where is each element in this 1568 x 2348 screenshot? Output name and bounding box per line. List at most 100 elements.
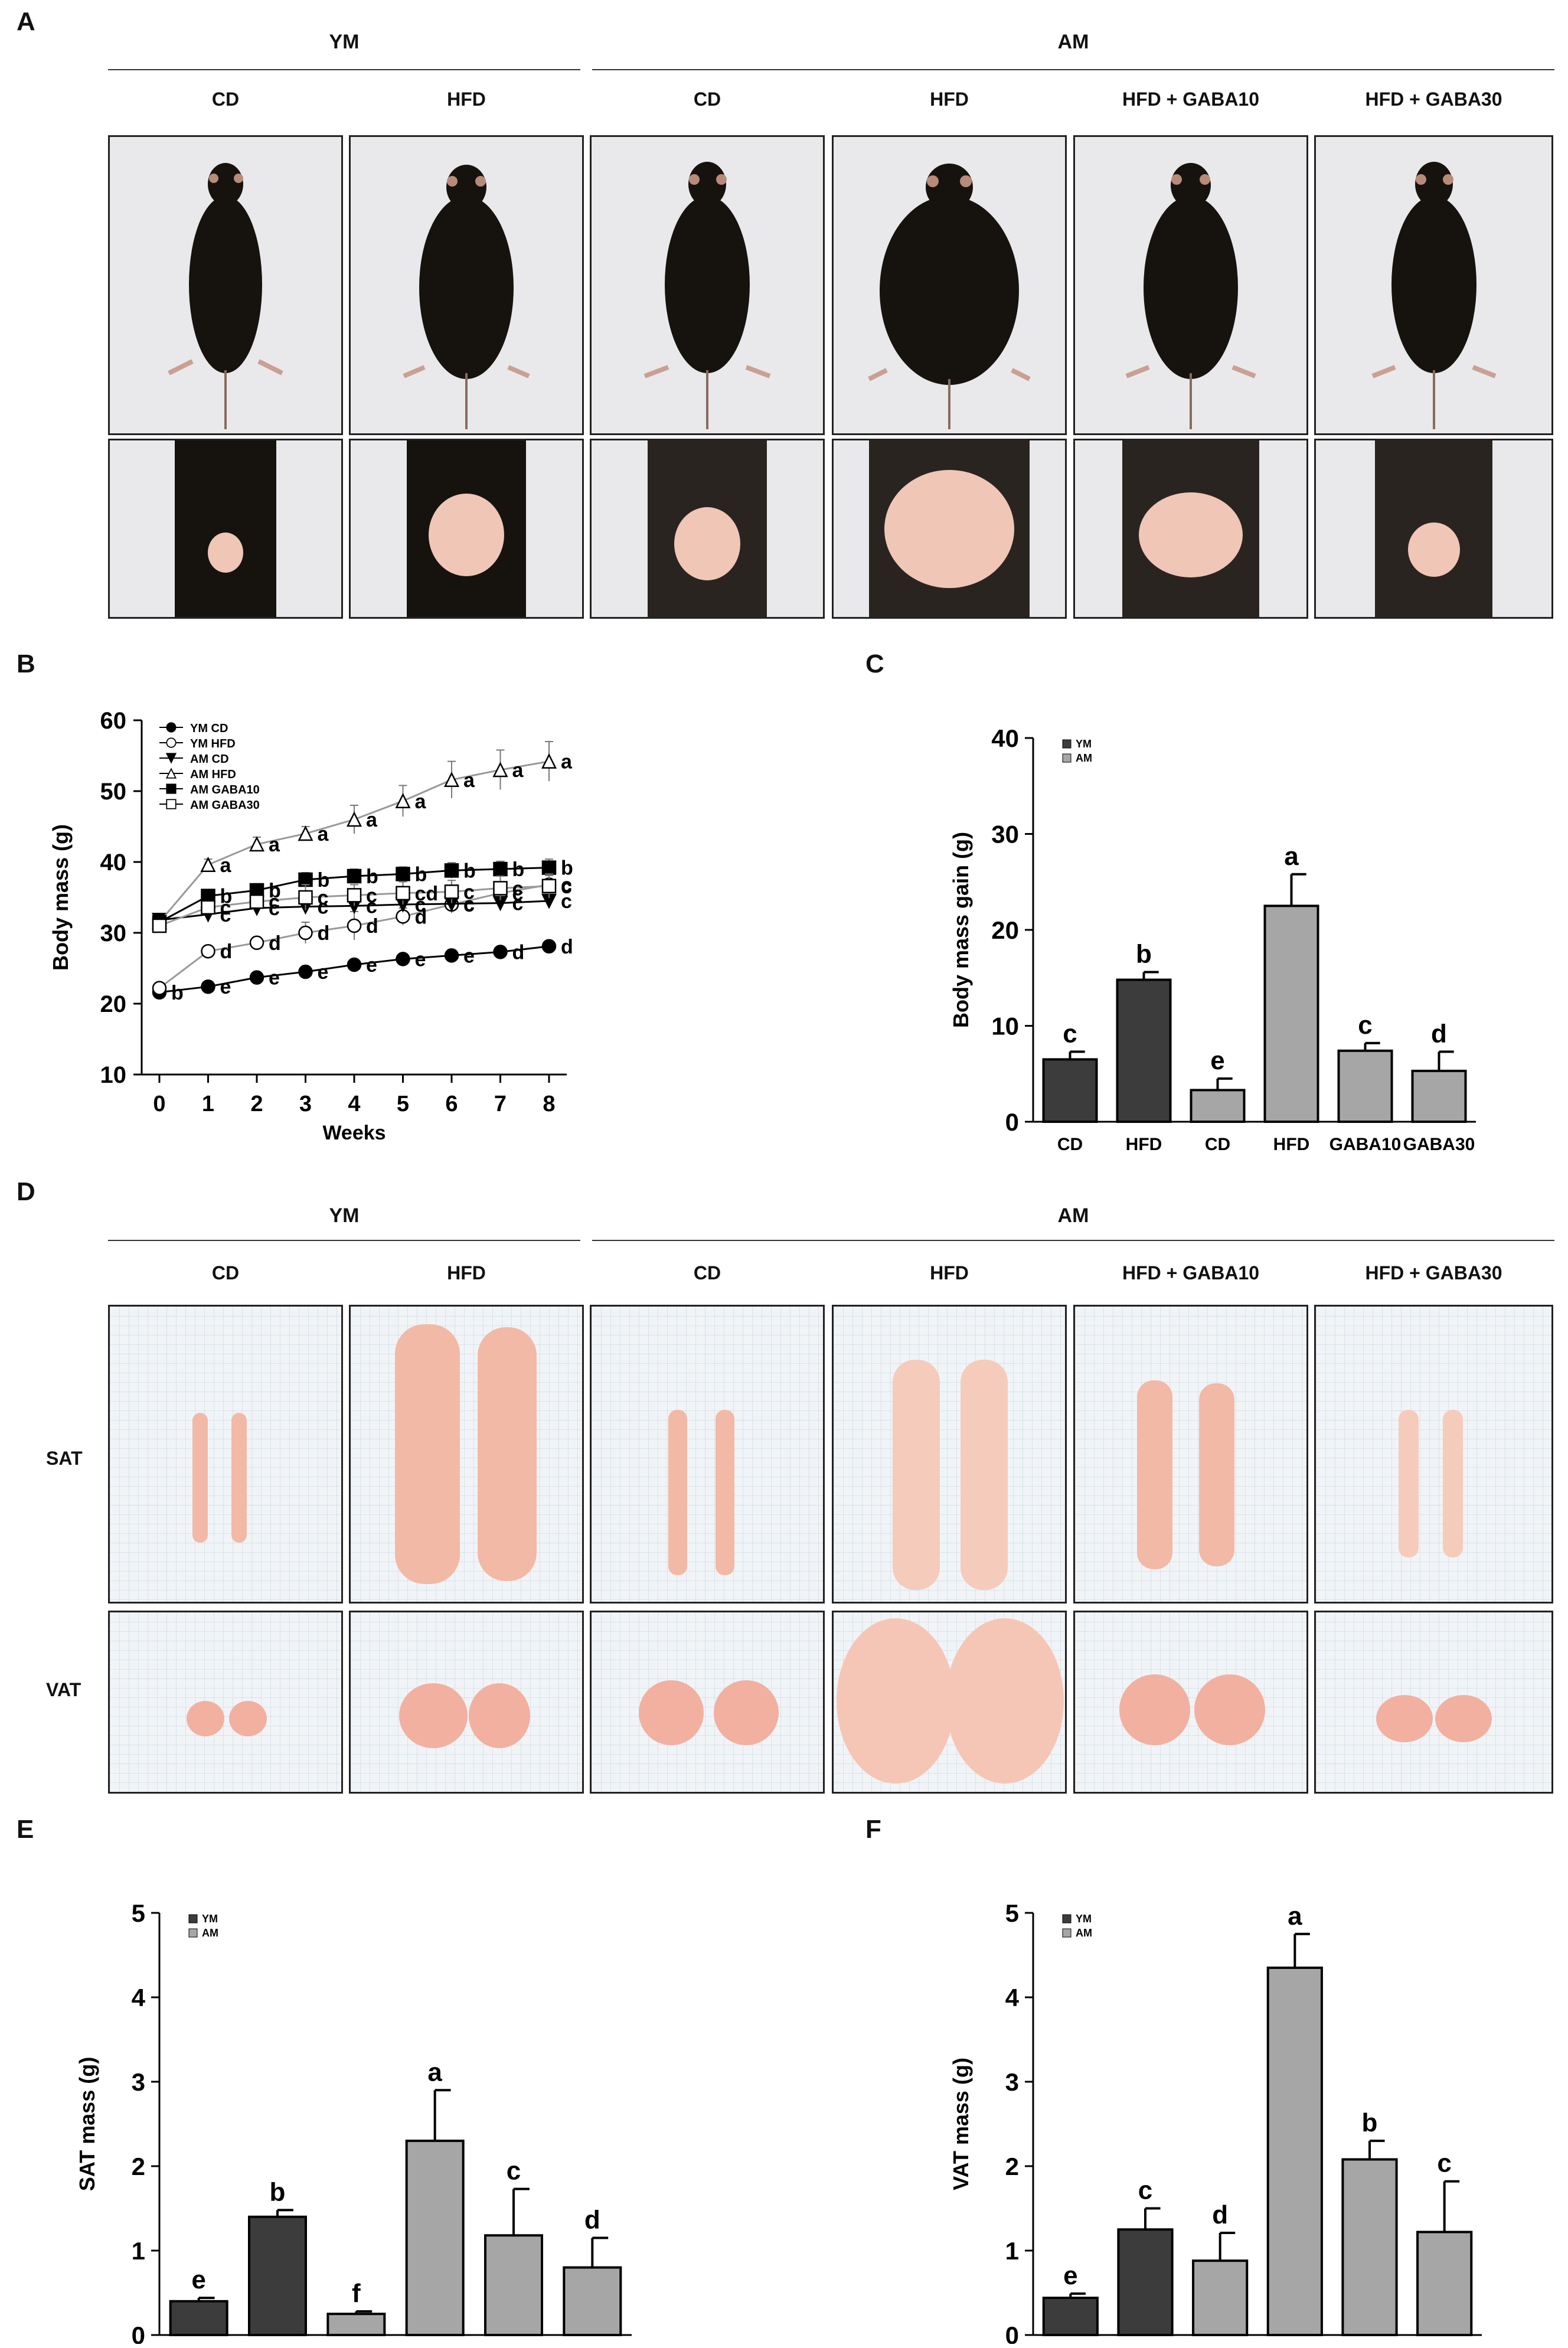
legend-swatch (1062, 739, 1072, 749)
mouse-photo-ym-cd (108, 135, 343, 435)
mouse-photo-am-cd (590, 135, 825, 435)
data-point (395, 793, 411, 809)
panel-a-cond-2: HFD (447, 89, 486, 110)
y-tick-label: 3 (1005, 2068, 1019, 2096)
panel-label-d: D (17, 1177, 35, 1206)
data-point (444, 948, 459, 963)
data-point (347, 957, 362, 972)
y-axis-title: SAT mass (g) (75, 2057, 99, 2191)
legend-label: AM CD (190, 753, 229, 766)
legend-swatch (1062, 753, 1072, 763)
sat-photo-am-gaba30 (1314, 1305, 1553, 1604)
x-category-label: GABA10 (1329, 1135, 1402, 1154)
significance-label: c (220, 897, 231, 919)
panel-a-cond-1: CD (211, 89, 240, 110)
significance-label: a (1284, 842, 1299, 871)
legend-label: AM (1076, 1927, 1092, 1939)
bar-am-gaba10 (1337, 1049, 1393, 1123)
legend-marker (166, 722, 177, 733)
significance-label: a (561, 751, 573, 773)
significance-label: a (269, 834, 280, 856)
significance-label: d (561, 936, 573, 958)
significance-label: cd (415, 883, 439, 905)
y-tick-label: 30 (100, 920, 127, 946)
legend-label: YM CD (190, 722, 228, 735)
legend-swatch (188, 1928, 198, 1938)
data-point (249, 970, 264, 985)
significance-label: c (269, 891, 280, 913)
abdomen-photo-ym-cd (108, 439, 343, 619)
panel-a-group-ym: YM (329, 31, 360, 53)
significance-label: a (415, 791, 427, 813)
bar-ym-cd (1042, 2297, 1099, 2337)
panel-a-cond-4: HFD (930, 89, 969, 110)
data-point (541, 753, 557, 769)
data-point (493, 881, 508, 896)
chart-b-body-mass: 10 20 30 40 50 60 0 1 2 3 4 5 6 7 8 Weeks Body mass (g) b… (35, 708, 626, 1181)
y-tick-label: 0 (1005, 1108, 1019, 1136)
data-point (346, 811, 362, 827)
sat-photo-am-cd (590, 1305, 825, 1604)
legend-label: YM (202, 1913, 218, 1925)
data-point (396, 867, 410, 881)
series-ym-hfd: d d d d dcc c (152, 874, 572, 995)
significance-label: d (220, 940, 233, 963)
significance-label: c (512, 893, 524, 915)
panel-label-a: A (17, 7, 35, 36)
bar-am-gaba30 (1416, 2231, 1473, 2336)
significance-label: e (191, 2265, 205, 2294)
legend-marker (166, 799, 177, 809)
significance-label: c (1063, 1019, 1077, 1048)
significance-label: c (318, 887, 329, 909)
y-tick-label: 0 (1005, 2321, 1019, 2344)
bar-am-cd (1190, 1089, 1246, 1123)
significance-label: b (171, 982, 184, 1004)
y-tick-label: 5 (132, 1899, 145, 1927)
significance-label: b (1136, 940, 1152, 969)
significance-label: d (415, 906, 427, 928)
y-tick-label: 40 (100, 850, 127, 876)
data-point (493, 945, 508, 959)
significance-label: c (415, 894, 426, 916)
significance-label: b (512, 858, 525, 881)
significance-label: c (1358, 1011, 1372, 1040)
mouse-photo-am-hfd (832, 135, 1067, 435)
data-point (541, 860, 557, 875)
panel-a-cond-3: CD (693, 89, 721, 110)
panel-label-c: C (865, 649, 884, 678)
significance-label: c (1138, 2176, 1152, 2205)
vat-photo-am-gaba30 (1314, 1611, 1553, 1794)
y-tick-label: 10 (991, 1013, 1019, 1040)
bar-am-hfd (405, 2140, 465, 2336)
significance-label: c (463, 893, 475, 916)
legend-label: AM (1076, 752, 1092, 764)
vat-photo-am-gaba10 (1073, 1611, 1308, 1794)
bar-am-gaba10 (484, 2234, 543, 2337)
y-axis-title: Body mass gain (g) (949, 832, 973, 1028)
y-tick-label: 2 (132, 2153, 145, 2180)
significance-label: a (427, 2058, 442, 2086)
data-point (201, 900, 215, 915)
x-axis-title: Weeks (322, 1122, 386, 1144)
legend-label: AM (202, 1927, 218, 1939)
bar-ym-cd (1042, 1058, 1098, 1123)
bar-ym-hfd (1117, 2228, 1174, 2336)
data-point (298, 825, 313, 841)
panel-d-cond-5: HFD + GABA10 (1122, 1262, 1260, 1284)
y-tick-label: 30 (991, 821, 1019, 848)
significance-label: f (352, 2279, 361, 2308)
bar-am-hfd (1266, 1966, 1323, 2336)
abdomen-photo-am-gaba30 (1314, 439, 1553, 619)
data-point (396, 886, 410, 901)
panel-d-group-am: AM (1057, 1204, 1089, 1227)
legend-marker (166, 783, 177, 794)
y-tick-label: 1 (132, 2237, 145, 2265)
bar-ym-hfd (248, 2215, 307, 2336)
mouse-photo-am-gaba10 (1073, 135, 1308, 435)
significance-label: a (220, 854, 232, 877)
vat-photo-am-hfd (832, 1611, 1067, 1794)
data-point (200, 857, 216, 873)
panel-d-group-ym: YM (329, 1204, 360, 1227)
significance-label: c (366, 895, 377, 917)
